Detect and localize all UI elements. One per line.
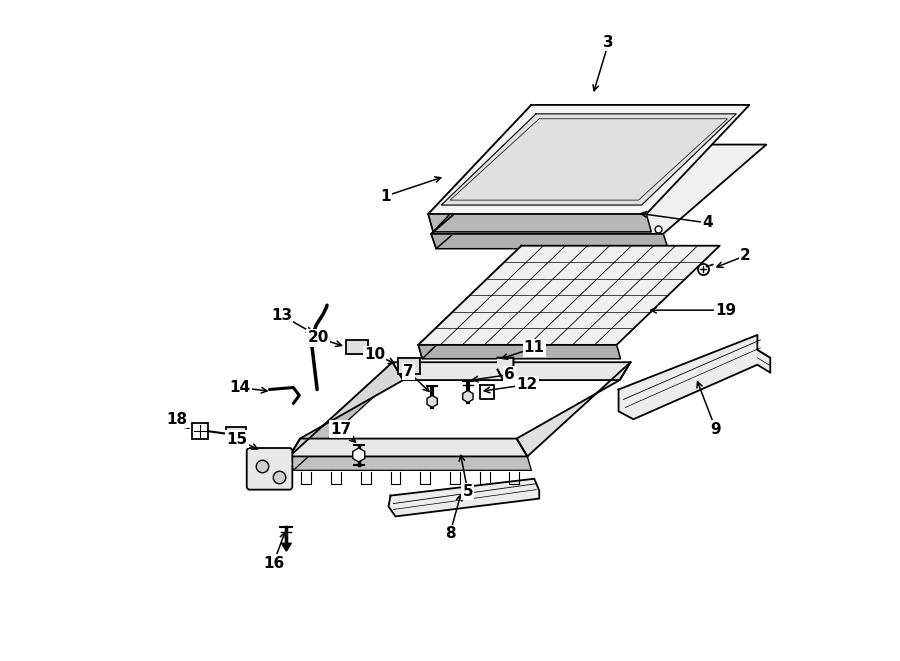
- Text: 4: 4: [703, 215, 713, 231]
- Text: 10: 10: [364, 347, 385, 362]
- Text: 12: 12: [517, 377, 538, 392]
- Polygon shape: [418, 246, 526, 359]
- Text: 1: 1: [381, 188, 391, 204]
- Text: 8: 8: [445, 525, 455, 541]
- Text: 7: 7: [403, 364, 414, 379]
- Text: 2: 2: [740, 248, 751, 263]
- Polygon shape: [431, 145, 766, 234]
- Polygon shape: [389, 479, 539, 516]
- Polygon shape: [290, 362, 397, 471]
- Polygon shape: [428, 105, 750, 214]
- Polygon shape: [290, 362, 403, 457]
- Text: 14: 14: [230, 380, 250, 395]
- Text: 15: 15: [226, 432, 248, 447]
- Text: 5: 5: [463, 484, 473, 499]
- Polygon shape: [431, 234, 668, 249]
- Text: 3: 3: [603, 35, 614, 50]
- Text: 6: 6: [504, 367, 515, 382]
- Polygon shape: [618, 335, 770, 419]
- Text: 18: 18: [166, 412, 188, 427]
- Polygon shape: [441, 114, 736, 205]
- Polygon shape: [392, 362, 631, 380]
- Text: 13: 13: [271, 307, 292, 323]
- Bar: [226, 427, 246, 443]
- Text: 20: 20: [308, 330, 328, 346]
- Polygon shape: [290, 439, 527, 457]
- Polygon shape: [418, 246, 720, 345]
- Bar: [346, 340, 368, 354]
- Text: 19: 19: [716, 303, 736, 318]
- Polygon shape: [428, 214, 652, 232]
- Text: 9: 9: [710, 422, 721, 437]
- Polygon shape: [498, 358, 514, 381]
- FancyBboxPatch shape: [247, 448, 292, 490]
- Polygon shape: [290, 457, 531, 471]
- Polygon shape: [428, 105, 536, 232]
- Polygon shape: [517, 362, 631, 457]
- Polygon shape: [431, 145, 539, 249]
- Text: 17: 17: [330, 422, 352, 437]
- Polygon shape: [418, 345, 621, 359]
- Bar: [399, 358, 420, 373]
- Polygon shape: [282, 543, 292, 551]
- Bar: [193, 423, 208, 439]
- Text: 11: 11: [524, 340, 544, 356]
- Text: 16: 16: [263, 555, 284, 570]
- Polygon shape: [480, 385, 493, 399]
